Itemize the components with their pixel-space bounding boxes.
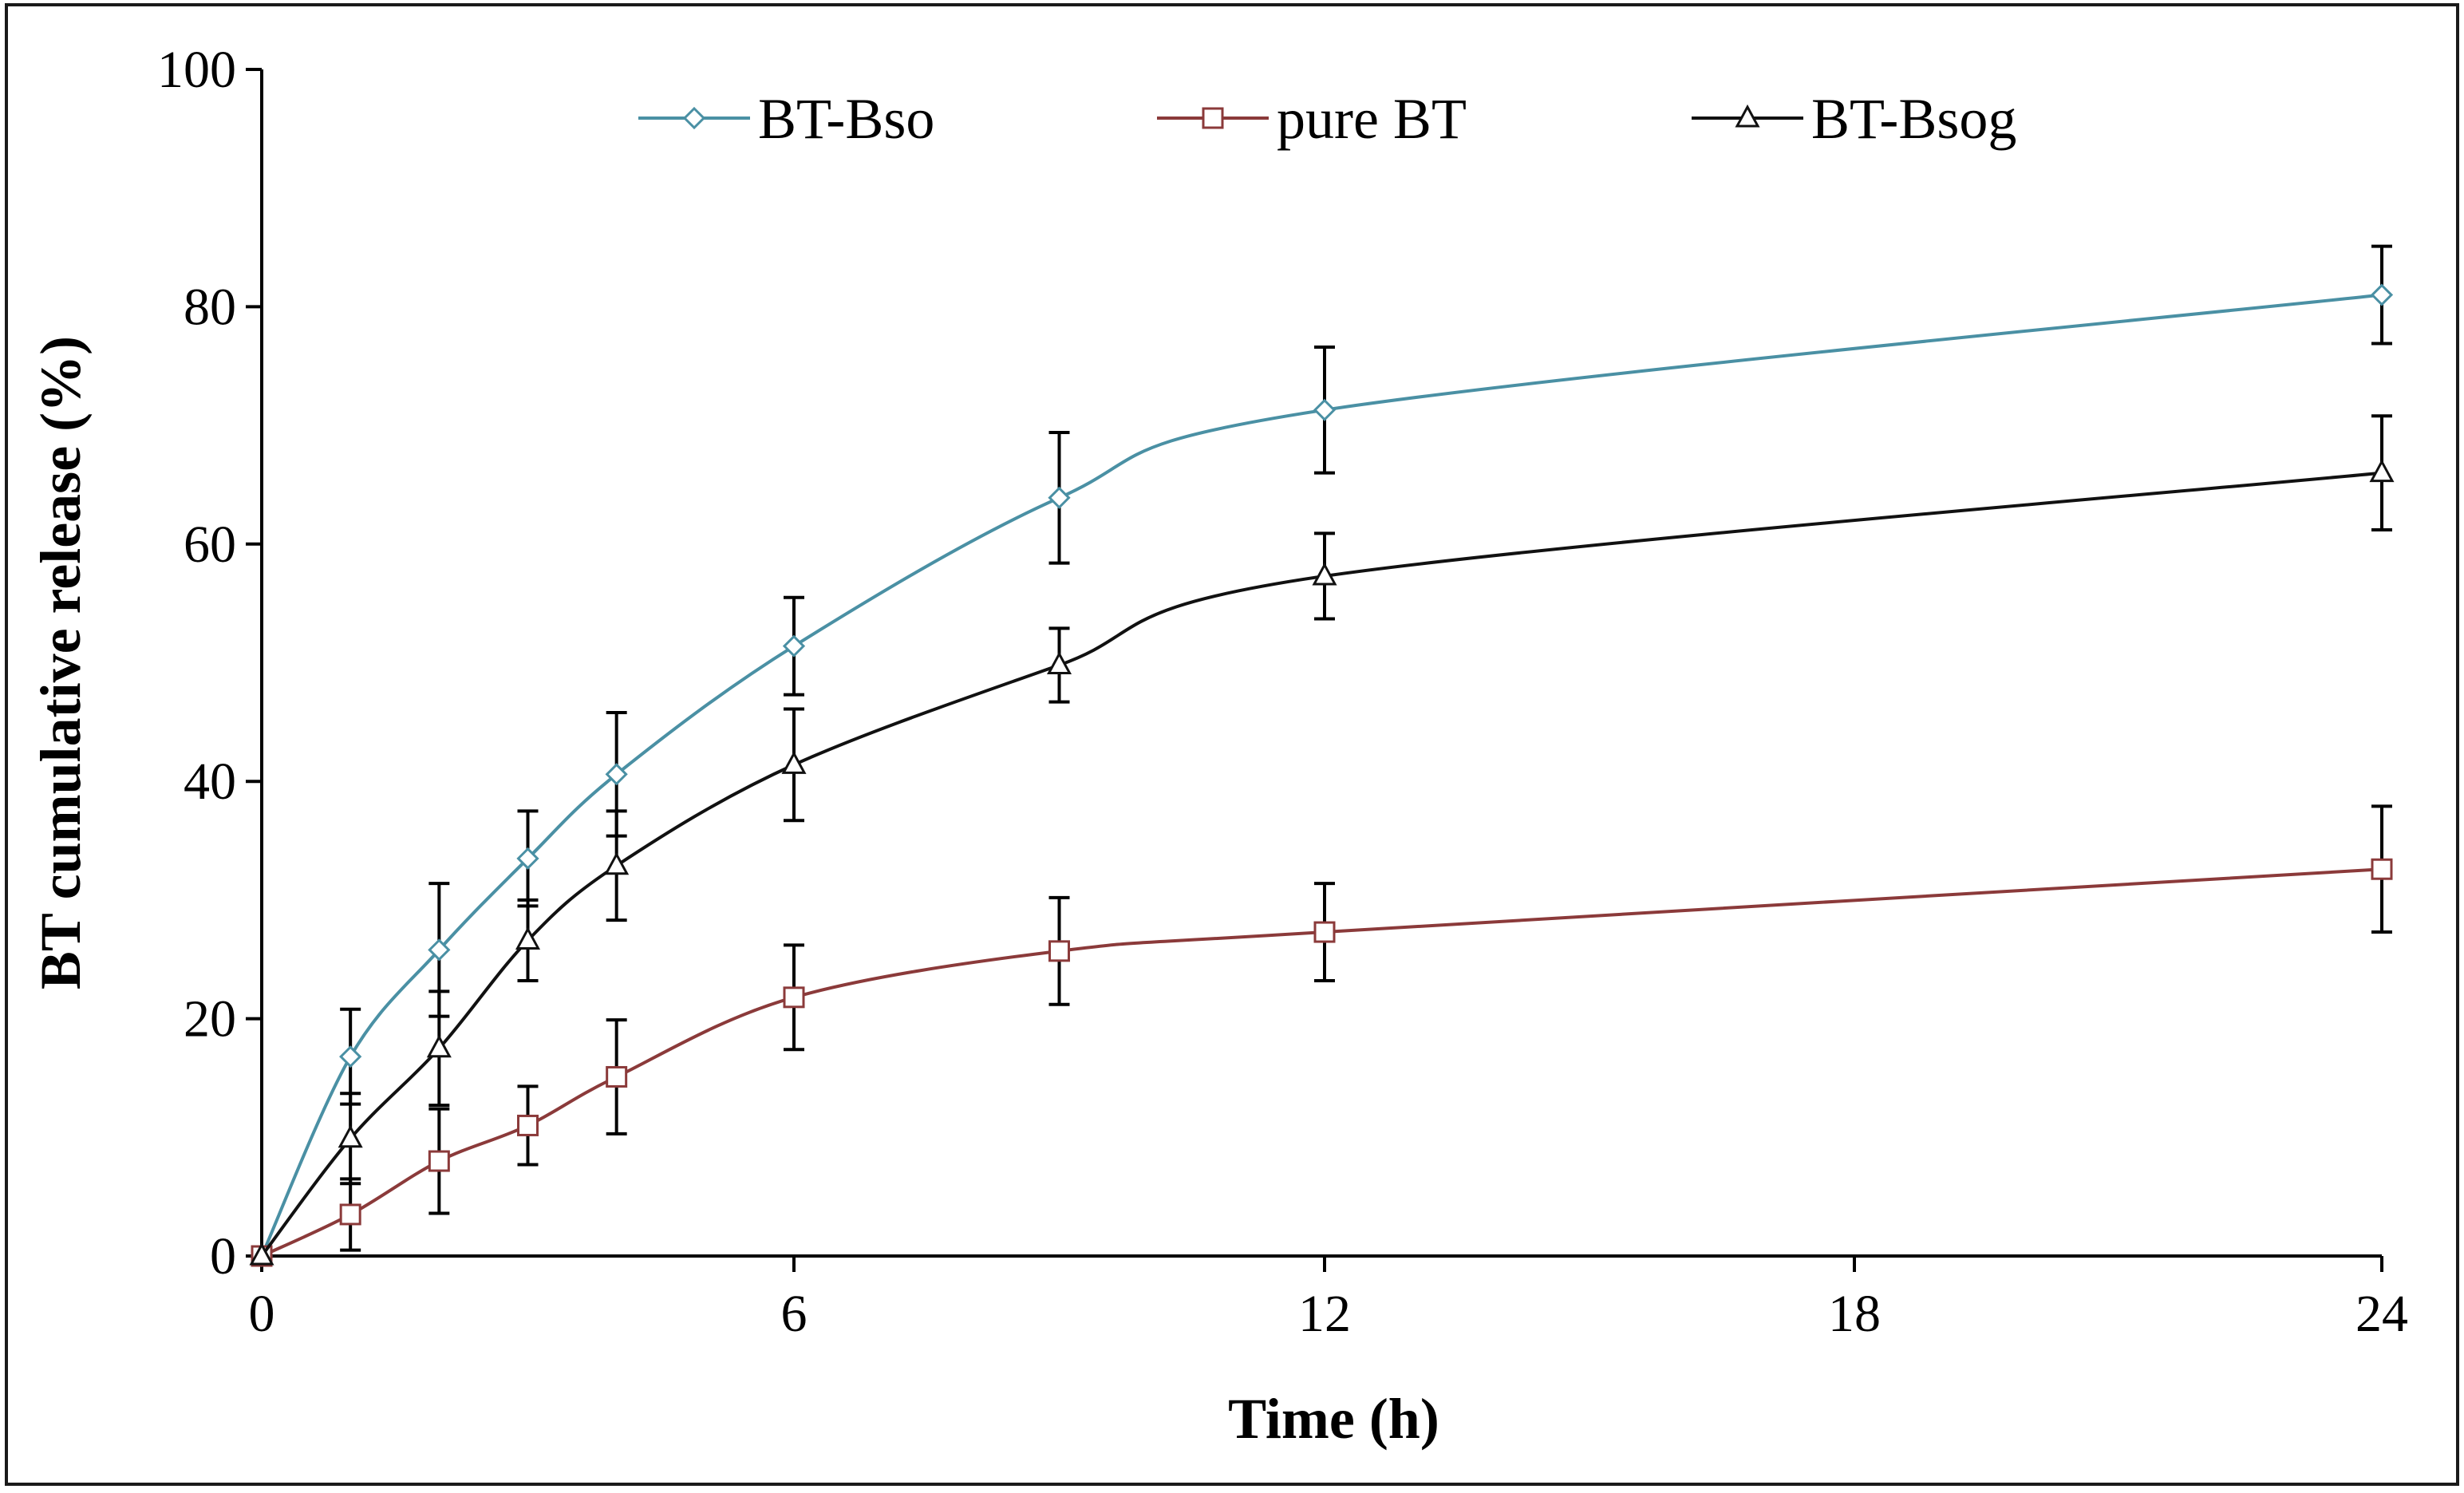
x-axis-title: Time (h) bbox=[1228, 1387, 1439, 1451]
data-point bbox=[1312, 562, 1337, 586]
data-point bbox=[249, 1242, 274, 1266]
figure-border bbox=[5, 3, 2459, 1486]
series-bt-bso bbox=[250, 244, 2394, 1268]
y-tick-label: 60 bbox=[184, 515, 236, 574]
legend-label: BT-Bso bbox=[758, 87, 934, 151]
axes: 0 20 40 60 80 100 0 6 12 18 24 bbox=[157, 41, 2408, 1343]
legend-label: BT-Bsog bbox=[1811, 87, 2016, 151]
data-point bbox=[604, 851, 630, 875]
data-point bbox=[605, 763, 628, 786]
data-point bbox=[517, 1114, 539, 1136]
data-point bbox=[428, 938, 451, 962]
series-line bbox=[260, 471, 2383, 1258]
data-point bbox=[2370, 283, 2394, 306]
data-point bbox=[783, 986, 805, 1009]
data-point bbox=[1313, 398, 1337, 421]
legend-item: pure BT bbox=[1157, 87, 1467, 151]
data-point bbox=[1048, 940, 1070, 962]
y-axis-title: BT cumulative release (%) bbox=[29, 336, 93, 989]
x-tick-label: 0 bbox=[249, 1285, 275, 1343]
x-tick-label: 24 bbox=[2355, 1285, 2408, 1343]
data-point bbox=[2371, 858, 2393, 880]
y-tick-label: 0 bbox=[210, 1227, 236, 1286]
legend-marker bbox=[682, 106, 706, 130]
data-point bbox=[339, 1203, 361, 1226]
data-point bbox=[1046, 651, 1072, 674]
data-point bbox=[428, 1150, 450, 1172]
series-layer bbox=[249, 244, 2395, 1268]
y-tick-label: 40 bbox=[184, 752, 236, 811]
y-tick-label: 80 bbox=[184, 278, 236, 336]
legend-label: pure BT bbox=[1277, 87, 1467, 151]
data-point bbox=[1313, 921, 1336, 943]
data-point bbox=[515, 926, 541, 950]
legend-item: BT-Bso bbox=[638, 87, 934, 151]
x-tick-label: 12 bbox=[1298, 1285, 1351, 1343]
legend-item: BT-Bsog bbox=[1692, 87, 2016, 151]
legend: BT-Bso pure BT BT-Bsog bbox=[638, 87, 2016, 151]
data-point bbox=[339, 1045, 362, 1068]
y-tick-label: 100 bbox=[157, 41, 236, 99]
x-tick-label: 6 bbox=[781, 1285, 808, 1343]
data-point bbox=[338, 1124, 363, 1148]
series-bt-bsog bbox=[249, 414, 2395, 1266]
data-point bbox=[1048, 486, 1071, 509]
data-point bbox=[606, 1065, 628, 1088]
x-tick-label: 18 bbox=[1828, 1285, 1881, 1343]
data-point bbox=[516, 847, 539, 870]
legend-marker bbox=[1735, 104, 1760, 128]
data-point bbox=[782, 634, 806, 658]
y-tick-label: 20 bbox=[184, 990, 236, 1049]
legend-marker bbox=[1202, 107, 1224, 129]
data-point bbox=[2369, 459, 2395, 483]
data-point bbox=[426, 1034, 452, 1058]
series-pure-bt bbox=[251, 804, 2393, 1267]
data-point bbox=[781, 751, 807, 774]
